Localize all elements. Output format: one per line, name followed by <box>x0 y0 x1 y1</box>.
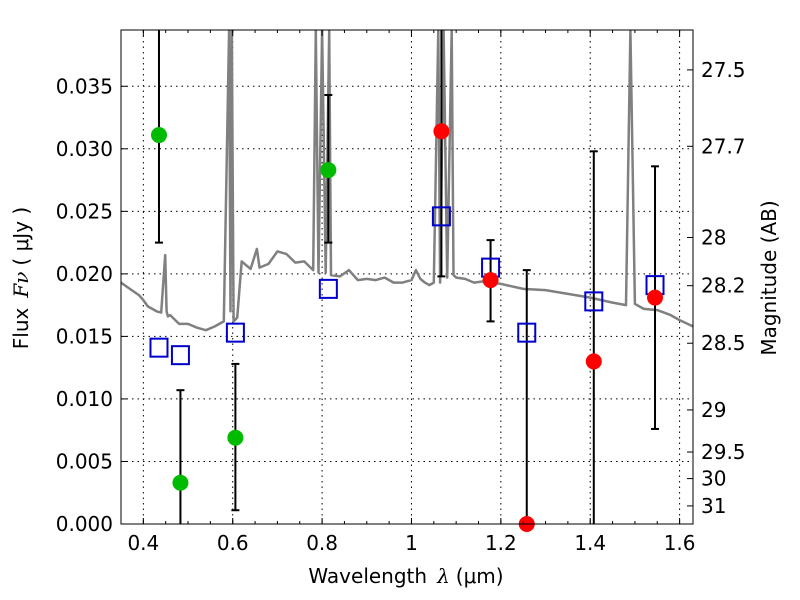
flux-point <box>320 162 337 179</box>
flux-point <box>150 127 167 144</box>
ticks: 0.4 0.6 0.8 1 1.2 1.4 1.6 0.000 0.005 0.010 0.015 0… <box>56 30 746 555</box>
x-tick-label: 0.6 <box>217 531 249 555</box>
flux-point <box>647 289 664 306</box>
y-tick-label: 0.035 <box>56 74 113 98</box>
x-tick-label: 1.6 <box>664 531 696 555</box>
flux-point <box>172 474 189 491</box>
y-tick-label: 0.020 <box>56 262 113 286</box>
y2-tick-label: 29.5 <box>701 440 746 464</box>
model-square <box>584 291 604 312</box>
y2-tick-label: 31 <box>701 494 726 518</box>
data-points <box>149 123 665 532</box>
model-square <box>225 322 245 343</box>
y-tick-label: 0.000 <box>56 512 113 536</box>
model-square <box>318 278 338 299</box>
grid <box>121 30 693 524</box>
y2-tick-label: 28.2 <box>701 274 746 298</box>
x-axis-title: Wavelength λ (μm) <box>308 564 503 588</box>
y-tick-label: 0.030 <box>56 137 113 161</box>
y2-tick-label: 27.5 <box>701 58 746 82</box>
model-spectrum-layer <box>121 30 693 332</box>
y-axis-title: FluxFν( μJy ) <box>9 207 33 349</box>
y2-tick-label: 28 <box>701 225 726 249</box>
y2-tick-label: 28.5 <box>701 331 746 355</box>
flux-point <box>482 272 499 289</box>
flux-point <box>227 429 244 446</box>
model-square <box>170 345 190 366</box>
y-tick-label: 0.015 <box>56 324 113 348</box>
plot-frame <box>120 29 694 525</box>
model-square <box>517 322 537 343</box>
y-tick-label: 0.005 <box>56 449 113 473</box>
y2-tick-label: 27.7 <box>701 134 746 158</box>
model-square <box>149 337 169 358</box>
spectrum-line <box>121 30 693 332</box>
model-square <box>431 206 451 227</box>
y2-tick-label: 30 <box>701 467 726 491</box>
y-tick-label: 0.010 <box>56 387 113 411</box>
x-tick-label: 0.8 <box>306 531 338 555</box>
x-tick-label: 1.4 <box>574 531 606 555</box>
y2-tick-label: 29 <box>701 398 726 422</box>
y2-axis-title: Magnitude (AB) <box>757 200 781 355</box>
x-tick-label: 0.4 <box>127 531 159 555</box>
x-tick-label: 1 <box>405 531 418 555</box>
flux-point <box>433 123 450 140</box>
flux-point <box>585 353 602 370</box>
x-tick-label: 1.2 <box>485 531 517 555</box>
y-tick-label: 0.025 <box>56 199 113 223</box>
